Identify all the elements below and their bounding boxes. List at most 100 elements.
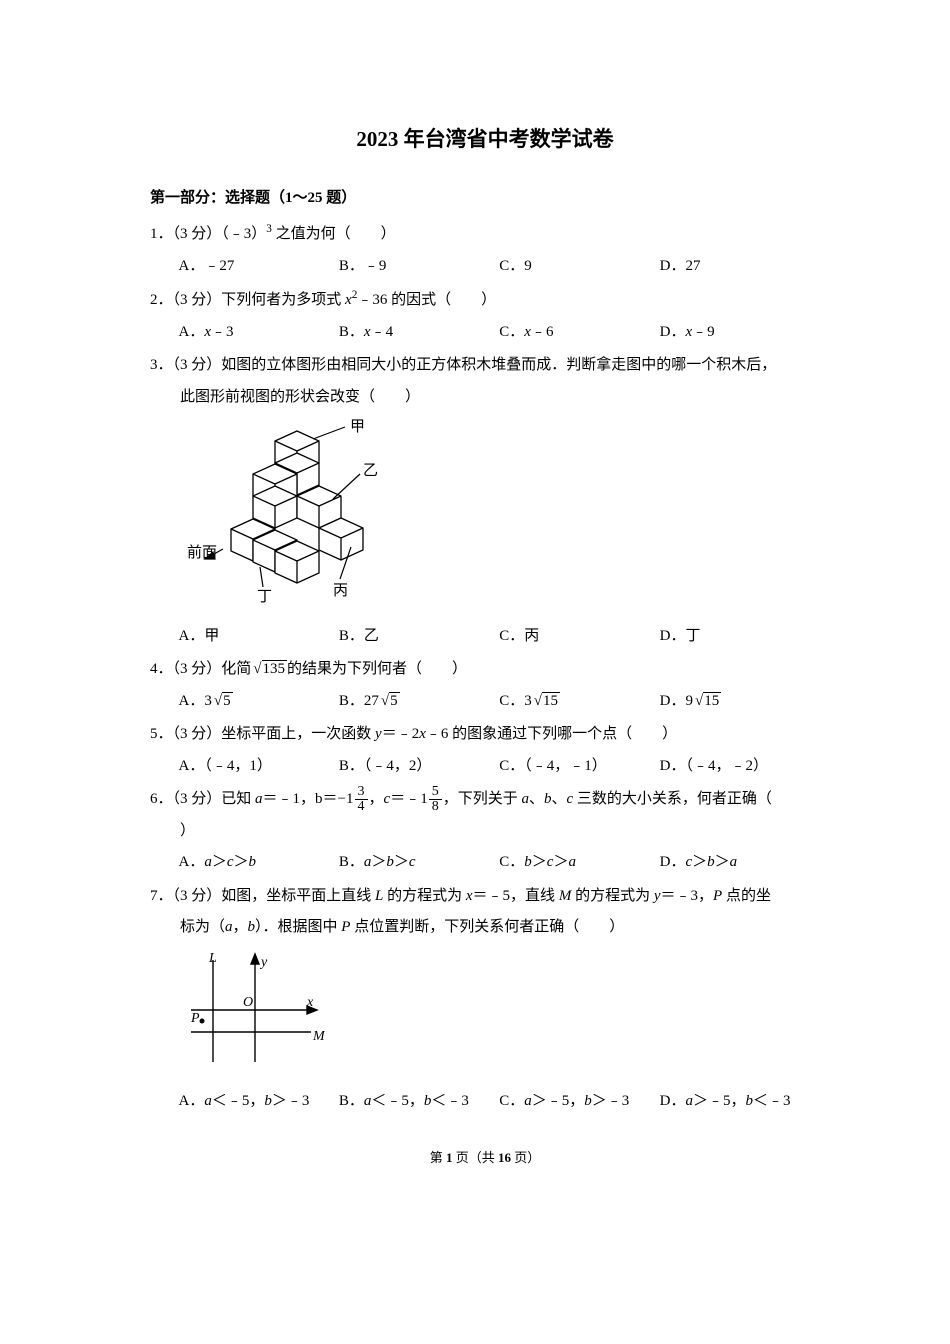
q7Cn: ＞﹣3 (592, 1093, 630, 1109)
q1-options: A．﹣27 B．﹣9 C．9 D．27 (150, 251, 820, 283)
q2c-pre: C． (499, 324, 524, 340)
q6A3: c (227, 854, 234, 870)
q7-y: y (654, 888, 661, 904)
label-yi: 乙 (363, 463, 378, 479)
q2-option-b: B．x﹣4 (339, 317, 499, 349)
q7Da: a (685, 1093, 693, 1109)
q3-option-b: B．乙 (339, 621, 499, 653)
q4b-arg: 5 (389, 692, 400, 710)
q6B2: ＞ (371, 854, 386, 870)
q3-options: A．甲 B．乙 C．丙 D．丁 (150, 621, 820, 653)
q7-options: A．a＜﹣5，b＞﹣3 B．a＜﹣5，b＜﹣3 C．a＞﹣5，b＞﹣3 D．a＞… (150, 1086, 820, 1118)
q2-options: A．x﹣3 B．x﹣4 C．x﹣6 D．x﹣9 (150, 317, 820, 349)
question-4: 4．（3 分）化简135的结果为下列何者（ ） A．35 B．275 C．315… (150, 654, 820, 717)
q2-var: x (345, 292, 352, 308)
question-7: 7．（3 分）如图，坐标平面上直线 L 的方程式为 x＝﹣5，直线 M 的方程式… (150, 881, 820, 1118)
q4d-pre: D．9 (660, 693, 693, 709)
q6A: A． (179, 854, 205, 870)
q2d-post: ﹣9 (692, 324, 715, 340)
sqrt-icon: 15 (532, 686, 560, 718)
q1-option-d: D．27 (660, 251, 820, 283)
q1-stem-b: 之值为何（ ） (272, 226, 396, 242)
question-2: 2．（3 分）下列何者为多项式 x2﹣36 的因式（ ） A．x﹣3 B．x﹣4… (150, 284, 820, 348)
q7-option-c: C．a＞﹣5，b＞﹣3 (499, 1086, 659, 1118)
q5-stem-a: 5．（3 分）坐标平面上，一次函数 (150, 726, 375, 742)
q6B4: ＞ (394, 854, 409, 870)
q6-post: ，下列关于 (443, 791, 522, 807)
q7Bm: ＜﹣5， (371, 1093, 424, 1109)
q2d-pre: D． (660, 324, 686, 340)
sqrt-icon: 5 (379, 686, 400, 718)
q7Ca: a (524, 1093, 532, 1109)
q7Ab: b (264, 1093, 272, 1109)
q7-comma: ， (233, 919, 248, 935)
q7-M: M (559, 888, 572, 904)
q5-stem-b: ﹣6 的图象通过下列哪一个点（ ） (426, 726, 677, 742)
q6D4: ＞ (715, 854, 730, 870)
q7-l1c: ＝﹣5，直线 (473, 888, 559, 904)
q6-close: ） (150, 816, 820, 848)
q7Am: ＜﹣5， (212, 1093, 265, 1109)
fig-L: L (208, 951, 217, 966)
q3-line2: 此图形前视图的形状会改变（ ） (150, 382, 820, 414)
q1-option-c: C．9 (499, 251, 659, 283)
q2-option-c: C．x﹣6 (499, 317, 659, 349)
coord-plane-svg: L y x O M P (185, 950, 325, 1070)
q2a-pre: A． (179, 324, 205, 340)
q6-b-den: 4 (355, 800, 368, 815)
q6D3: b (707, 854, 715, 870)
q6C4: ＞ (553, 854, 568, 870)
q6D5: a (730, 854, 738, 870)
page-title: 2023 年台湾省中考数学试卷 (150, 120, 820, 160)
q6C5: a (568, 854, 576, 870)
q7Cm: ＞﹣5， (532, 1093, 585, 1109)
question-3: 3．（3 分）如图的立体图形由相同大小的正方体积木堆叠而成．判断拿走图中的哪一个… (150, 350, 820, 652)
q7Dm: ＞﹣5， (693, 1093, 746, 1109)
fig-M: M (312, 1029, 325, 1044)
q1-stem-a: 1．（3 分）（﹣3） (150, 226, 266, 242)
q7-l1f: 点的坐 (722, 888, 771, 904)
q4c-arg: 15 (542, 692, 560, 710)
sqrt-icon: 15 (693, 686, 721, 718)
q7-line1: 7．（3 分）如图，坐标平面上直线 L 的方程式为 x＝﹣5，直线 M 的方程式… (150, 881, 820, 913)
q5-option-c: C．（﹣4，﹣1） (499, 751, 659, 783)
q6-option-b: B．a＞b＞c (339, 847, 499, 879)
q1-option-b: B．﹣9 (339, 251, 499, 283)
footer-suffix: 页） (511, 1150, 540, 1165)
q7-l1a: 7．（3 分）如图，坐标平面上直线 (150, 888, 375, 904)
q5-stem: 5．（3 分）坐标平面上，一次函数 y＝﹣2x﹣6 的图象通过下列哪一个点（ ） (150, 719, 820, 751)
q6-d1: 、 (529, 791, 544, 807)
q4-option-d: D．9 15 (660, 686, 820, 718)
q2b-var: x (364, 324, 371, 340)
q5-eq: ＝﹣2 (382, 726, 420, 742)
fraction-icon: 34 (355, 785, 368, 815)
q2-option-a: A．x﹣3 (179, 317, 339, 349)
q5-options: A．（﹣4，1） B．（﹣4，2） C．（﹣4，﹣1） D．（﹣4，﹣2） (150, 751, 820, 783)
cube-stack-svg: 甲 乙 丙 丁 前面 (185, 419, 415, 604)
sqrt-icon: 5 (212, 686, 233, 718)
q6A1: a (204, 854, 212, 870)
q7-b: b (248, 919, 256, 935)
q2b-post: ﹣4 (371, 324, 394, 340)
q6A2: ＞ (212, 854, 227, 870)
q2c-var: x (524, 324, 531, 340)
q6C2: ＞ (532, 854, 547, 870)
q2-stem: 2．（3 分）下列何者为多项式 x2﹣36 的因式（ ） (150, 284, 820, 317)
q6B: B． (339, 854, 364, 870)
point-P-icon (199, 1018, 204, 1023)
q5-option-b: B．（﹣4，2） (339, 751, 499, 783)
q3-line1: 3．（3 分）如图的立体图形由相同大小的正方体积木堆叠而成．判断拿走图中的哪一个… (150, 350, 820, 382)
q7-option-d: D．a＞﹣5，b＜﹣3 (660, 1086, 820, 1118)
q2-stem-b: ﹣36 的因式（ ） (357, 292, 496, 308)
q2a-post: ﹣3 (211, 324, 234, 340)
label-ding: 丁 (257, 589, 272, 604)
q7C: C． (499, 1093, 524, 1109)
q5-option-d: D．（﹣4，﹣2） (660, 751, 820, 783)
page-footer: 第 1 页（共 16 页） (150, 1146, 820, 1171)
q7-l1d: 的方程式为 (571, 888, 654, 904)
q6-b-pre: b＝−1 (315, 791, 353, 807)
q4-stem: 4．（3 分）化简135的结果为下列何者（ ） (150, 654, 820, 686)
q4d-arg: 15 (703, 692, 721, 710)
fig-P: P (190, 1011, 200, 1026)
fraction-icon: 58 (429, 785, 442, 815)
